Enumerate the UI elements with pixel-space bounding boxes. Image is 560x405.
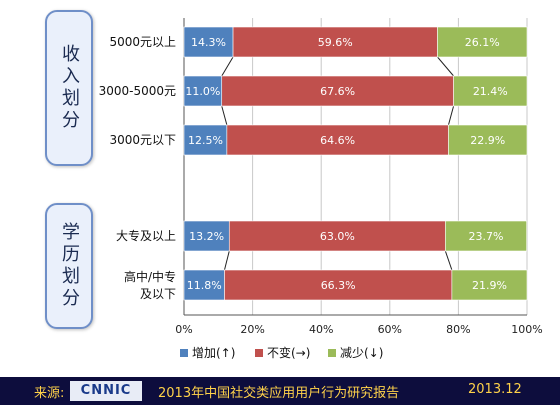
group-label-education: 学历划分 bbox=[45, 203, 93, 329]
x-tick-label: 0% bbox=[175, 323, 192, 336]
category-label: 及以下 bbox=[140, 287, 176, 301]
category-label: 3000-5000元 bbox=[99, 84, 176, 98]
data-label: 63.0% bbox=[320, 230, 355, 243]
data-label: 64.6% bbox=[320, 134, 355, 147]
data-label: 66.3% bbox=[321, 279, 356, 292]
data-label: 13.2% bbox=[189, 230, 224, 243]
bar-segment bbox=[183, 220, 230, 252]
connector-line bbox=[447, 105, 455, 126]
group-label-education-text: 学历划分 bbox=[59, 222, 80, 310]
data-label: 11.8% bbox=[187, 279, 222, 292]
category-label: 高中/中专 bbox=[124, 269, 176, 284]
bar-segment bbox=[183, 269, 225, 301]
connector-line bbox=[444, 250, 453, 271]
category-label: 大专及以上 bbox=[116, 228, 176, 243]
bar-segment bbox=[451, 269, 528, 301]
bar-segment bbox=[228, 220, 446, 252]
bar-segment bbox=[224, 269, 453, 301]
connector-line bbox=[437, 56, 454, 77]
data-label: 23.7% bbox=[469, 230, 504, 243]
data-label: 12.5% bbox=[188, 134, 223, 147]
legend-swatch bbox=[180, 349, 188, 357]
data-label: 14.3% bbox=[191, 36, 226, 49]
legend-label: 不变(→) bbox=[267, 345, 310, 360]
category-label: 3000元以下 bbox=[109, 133, 176, 147]
category-label: 5000元以上 bbox=[109, 35, 176, 49]
x-tick-label: 20% bbox=[240, 323, 264, 336]
source-label: 来源: bbox=[34, 386, 65, 401]
connector-line bbox=[221, 105, 228, 126]
data-label: 67.6% bbox=[320, 85, 355, 98]
stacked-bar-chart: 0% 20% 40% 60% 80% 100% 14.3% 59.6% 26.1% 5000元以上… bbox=[99, 18, 543, 360]
bar-segment bbox=[445, 220, 527, 252]
bar-segment bbox=[453, 75, 528, 107]
connector-line bbox=[223, 250, 230, 271]
legend-swatch bbox=[255, 349, 263, 357]
legend-label: 增加(↑) bbox=[192, 346, 235, 360]
group-label-income: 收入划分 bbox=[45, 10, 93, 166]
x-tick-label: 40% bbox=[309, 323, 333, 336]
legend-label: 减少(↓) bbox=[340, 346, 383, 360]
report-title: 2013年中国社交类应用用户行为研究报告 bbox=[158, 386, 400, 401]
x-tick-label: 60% bbox=[378, 323, 402, 336]
report-date: 2013.12 bbox=[468, 382, 522, 397]
data-label: 21.4% bbox=[473, 85, 508, 98]
bar-segment bbox=[221, 75, 454, 107]
x-tick-label: 80% bbox=[446, 323, 470, 336]
cnnic-logo: CNNIC bbox=[70, 381, 142, 401]
footer-bar: 来源: CNNIC 2013年中国社交类应用用户行为研究报告 2013.12 bbox=[0, 377, 560, 405]
data-label: 22.9% bbox=[470, 134, 505, 147]
data-label: 11.0% bbox=[185, 85, 220, 98]
data-label: 59.6% bbox=[318, 36, 353, 49]
connector-line bbox=[221, 56, 234, 77]
group-label-income-text: 收入划分 bbox=[59, 44, 80, 132]
x-tick-label: 100% bbox=[511, 323, 542, 336]
bar-segment bbox=[448, 124, 528, 156]
legend-swatch bbox=[328, 349, 336, 357]
bar-segment bbox=[437, 26, 528, 58]
bar-segment bbox=[226, 124, 449, 156]
bar-segment bbox=[232, 26, 438, 58]
bar-segment bbox=[183, 26, 234, 58]
data-label: 26.1% bbox=[465, 36, 500, 49]
chart-panel: 收入划分 学历划分 0% 20% 40% 60% 80% 100% 14.3% 59.6% 26… bbox=[45, 10, 543, 360]
data-label: 21.9% bbox=[472, 279, 507, 292]
